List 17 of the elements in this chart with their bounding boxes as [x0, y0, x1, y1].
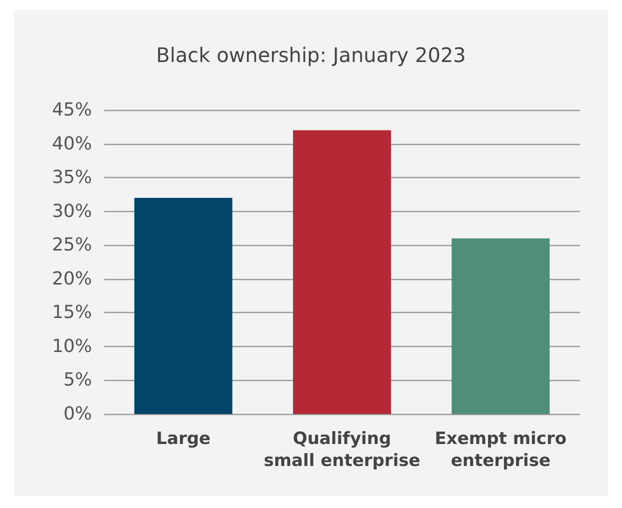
y-tick-label: 25% [52, 234, 92, 256]
y-tick-label: 15% [52, 302, 92, 324]
x-tick-label: Qualifying small enterprise [264, 429, 420, 471]
x-tick-label: Exempt micro enterprise [434, 429, 567, 471]
y-tick-label: 20% [52, 268, 92, 290]
y-tick-label: 35% [52, 167, 92, 188]
x-tick-label: Large [156, 429, 211, 449]
bar [452, 238, 550, 414]
y-tick-label: 45% [52, 100, 92, 120]
bar [134, 198, 232, 414]
bar [293, 130, 391, 414]
y-tick-label: 10% [52, 336, 92, 357]
chart-title: Black ownership: January 2023 [156, 43, 466, 67]
y-tick-label: 30% [52, 200, 92, 222]
y-tick-label: 40% [52, 133, 92, 154]
y-tick-label: 5% [63, 370, 92, 391]
y-tick-label: 0% [63, 404, 92, 424]
